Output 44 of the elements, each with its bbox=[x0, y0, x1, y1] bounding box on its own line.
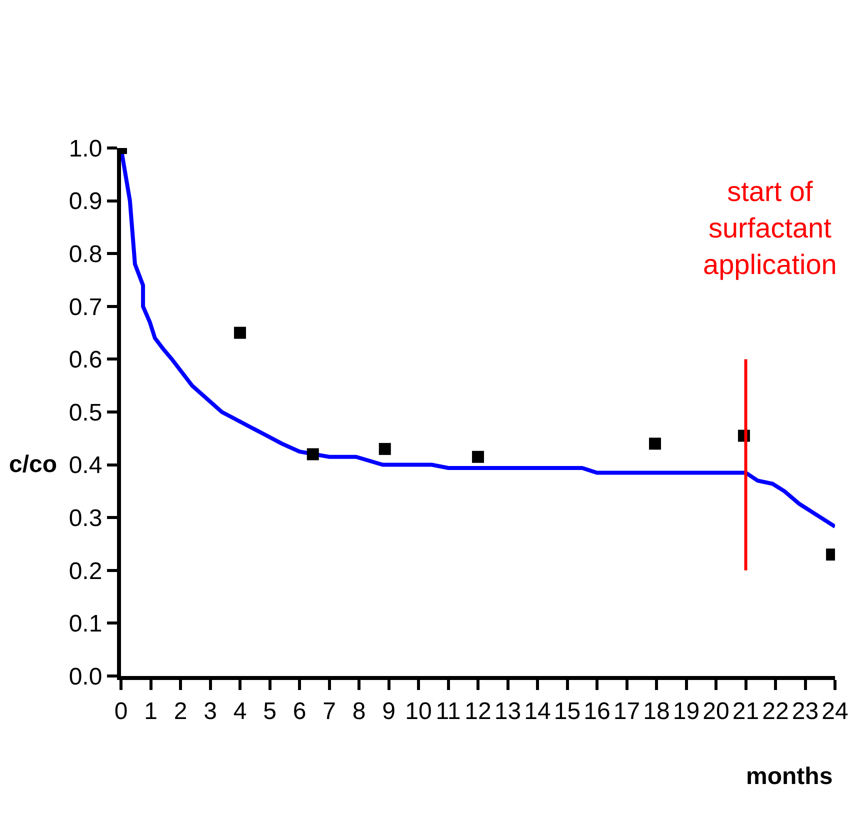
x-tick-label: 17 bbox=[613, 698, 640, 725]
point bbox=[306, 448, 319, 460]
y-tick-label: 0.1 bbox=[68, 610, 102, 638]
x-tick-label: 16 bbox=[584, 698, 610, 725]
y-tick-label: 0.4 bbox=[68, 452, 102, 480]
point bbox=[472, 450, 484, 463]
x-tick-label: 11 bbox=[436, 698, 461, 725]
y-tick-label: 0.7 bbox=[68, 294, 102, 321]
y-axis-title: c/co bbox=[9, 451, 58, 478]
x-tick-label: 10 bbox=[405, 698, 432, 725]
x-tick-label: 5 bbox=[263, 698, 276, 725]
y-tick-label: 0.5 bbox=[68, 399, 102, 426]
y-tick-label: 1.0 bbox=[68, 135, 102, 162]
x-tick-label: 1 bbox=[144, 698, 158, 725]
x-tick-label: 12 bbox=[464, 698, 492, 725]
x-tick-label: 18 bbox=[643, 698, 670, 725]
y-tick-label: 0.2 bbox=[68, 558, 102, 585]
x-tick-label: 24 bbox=[822, 698, 848, 725]
x-tick-label: 14 bbox=[524, 698, 551, 725]
y-tick-label: 0.9 bbox=[68, 188, 102, 216]
y-tick-label: 0.8 bbox=[68, 241, 102, 268]
y-tick-label: 0.0 bbox=[68, 663, 102, 690]
x-tick-label: 23 bbox=[792, 698, 819, 725]
point bbox=[649, 438, 662, 450]
y-tick-label: 0.6 bbox=[68, 346, 102, 374]
x-tick-label: 19 bbox=[672, 698, 700, 725]
x-tick-label: 7 bbox=[322, 698, 336, 725]
point bbox=[378, 442, 391, 455]
x-tick-label: 13 bbox=[494, 698, 522, 725]
x-tick-label: 20 bbox=[702, 698, 730, 725]
x-tick-label: 21 bbox=[732, 698, 760, 725]
y-tick-label: 0.3 bbox=[68, 505, 102, 532]
x-tick-label: 0 bbox=[114, 698, 128, 725]
x-tick-label: 2 bbox=[174, 698, 188, 725]
x-tick-label: 22 bbox=[762, 698, 789, 725]
x-axis-title: months bbox=[746, 763, 833, 790]
x-tick-label: 9 bbox=[382, 698, 396, 725]
x-tick-label: 8 bbox=[352, 698, 366, 725]
ref-line-label: start of surfactant application bbox=[703, 176, 837, 280]
x-tick-label: 3 bbox=[204, 698, 217, 725]
x-tick-label: 6 bbox=[292, 698, 306, 725]
point bbox=[234, 326, 246, 339]
x-tick-label: 15 bbox=[554, 698, 581, 725]
x-tick-label: 4 bbox=[233, 698, 247, 725]
